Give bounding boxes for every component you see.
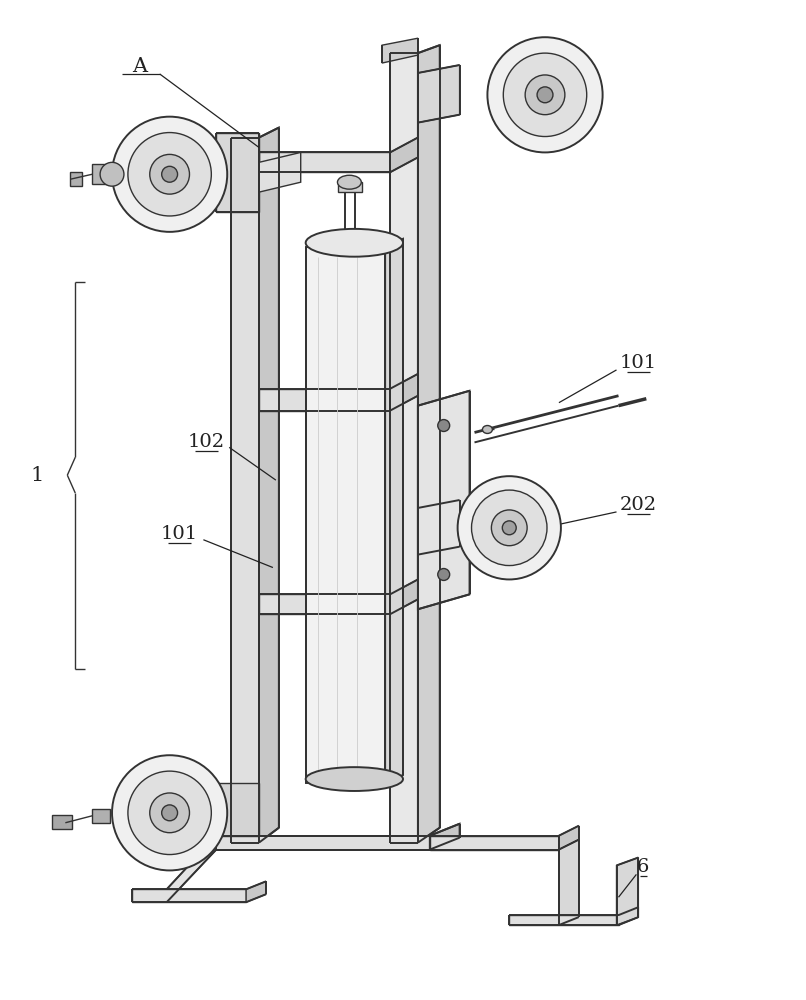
Ellipse shape <box>526 75 565 115</box>
Polygon shape <box>231 138 259 843</box>
Text: 101: 101 <box>161 525 198 543</box>
Polygon shape <box>509 915 618 925</box>
Ellipse shape <box>305 767 403 791</box>
Polygon shape <box>216 836 430 850</box>
Ellipse shape <box>438 420 450 431</box>
Ellipse shape <box>128 771 211 855</box>
Polygon shape <box>382 38 418 63</box>
Polygon shape <box>617 858 638 925</box>
Polygon shape <box>259 152 301 192</box>
Polygon shape <box>259 594 390 614</box>
Ellipse shape <box>503 53 587 137</box>
Ellipse shape <box>438 569 450 580</box>
Text: 202: 202 <box>620 496 657 514</box>
Polygon shape <box>430 836 559 850</box>
Polygon shape <box>132 889 246 902</box>
Polygon shape <box>339 182 362 192</box>
Polygon shape <box>418 391 470 609</box>
Polygon shape <box>259 389 390 411</box>
Polygon shape <box>246 881 266 902</box>
Polygon shape <box>418 500 459 555</box>
Polygon shape <box>92 809 110 823</box>
Ellipse shape <box>128 133 211 216</box>
Bar <box>92 164 112 184</box>
Text: 1: 1 <box>31 466 44 485</box>
Polygon shape <box>390 374 418 411</box>
Polygon shape <box>430 824 459 850</box>
Text: 101: 101 <box>620 354 657 372</box>
Ellipse shape <box>162 805 177 821</box>
Ellipse shape <box>100 162 124 186</box>
Ellipse shape <box>150 793 189 833</box>
Polygon shape <box>390 138 418 172</box>
Ellipse shape <box>305 229 403 257</box>
Ellipse shape <box>488 37 603 152</box>
Polygon shape <box>52 815 73 829</box>
Text: A: A <box>132 57 147 76</box>
Ellipse shape <box>502 521 516 535</box>
Polygon shape <box>418 65 459 123</box>
Ellipse shape <box>492 510 527 546</box>
Ellipse shape <box>162 166 177 182</box>
Ellipse shape <box>483 426 492 433</box>
Polygon shape <box>390 579 418 614</box>
Ellipse shape <box>458 476 561 579</box>
Ellipse shape <box>537 87 553 103</box>
Polygon shape <box>618 907 638 925</box>
Polygon shape <box>167 836 216 902</box>
Text: 102: 102 <box>188 433 225 451</box>
Polygon shape <box>259 128 279 843</box>
Polygon shape <box>390 53 418 843</box>
Polygon shape <box>216 133 259 212</box>
Polygon shape <box>559 840 579 925</box>
Polygon shape <box>305 247 385 783</box>
Ellipse shape <box>112 117 227 232</box>
Ellipse shape <box>150 154 189 194</box>
Polygon shape <box>70 172 82 186</box>
Ellipse shape <box>338 175 361 189</box>
Polygon shape <box>216 783 259 836</box>
Polygon shape <box>418 45 440 843</box>
Polygon shape <box>259 152 390 172</box>
Polygon shape <box>559 826 579 850</box>
Ellipse shape <box>112 755 227 870</box>
Ellipse shape <box>472 490 547 566</box>
Polygon shape <box>385 239 403 783</box>
Text: 6: 6 <box>638 858 650 876</box>
